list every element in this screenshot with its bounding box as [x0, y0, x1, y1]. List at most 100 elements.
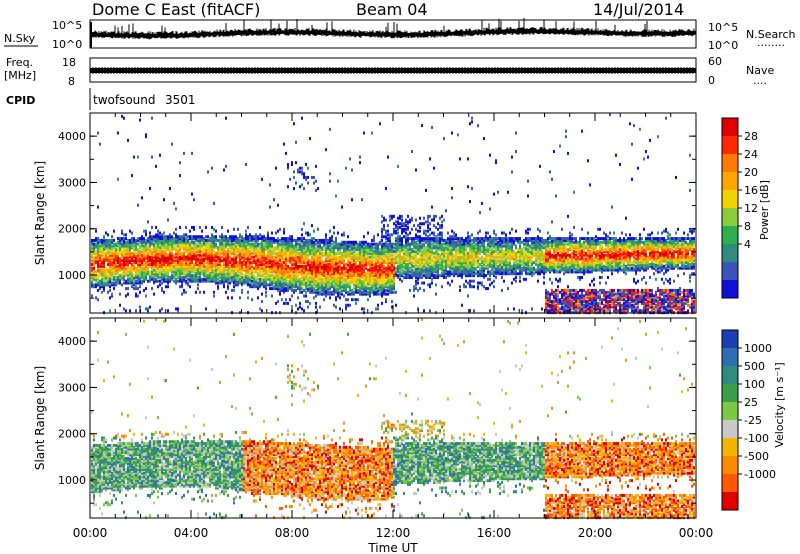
heat-cell	[345, 270, 347, 274]
heat-cell	[119, 238, 121, 242]
heat-cell	[243, 281, 245, 285]
heat-cell	[95, 251, 97, 255]
heat-cell	[241, 257, 243, 261]
heat-cell	[263, 270, 265, 274]
heat-cell	[317, 263, 319, 266]
heat-cell	[239, 248, 241, 252]
heat-cell	[209, 251, 211, 255]
heat-cell	[125, 248, 127, 252]
heat-cell	[163, 279, 165, 283]
heat-cell	[399, 259, 401, 263]
heat-cell	[233, 250, 235, 254]
heat-cell	[185, 268, 187, 272]
heat-cell	[165, 264, 167, 268]
heat-cell	[305, 240, 307, 244]
heat-cell	[363, 268, 365, 272]
heat-cell	[339, 272, 341, 276]
heat-cell	[347, 235, 349, 239]
heat-cell	[107, 248, 109, 252]
heat-cell	[395, 255, 397, 259]
heat-cell	[235, 272, 237, 276]
heat-cell	[91, 238, 93, 242]
heat-cell	[125, 287, 127, 291]
heat-cell	[123, 244, 125, 248]
heat-cell	[301, 259, 303, 263]
heat-cell	[353, 279, 355, 283]
heat-cell	[141, 257, 143, 261]
heat-cell	[293, 175, 295, 179]
heat-cell	[301, 251, 303, 255]
heat-cell	[163, 253, 165, 257]
heat-cell	[389, 233, 391, 237]
heat-cell	[139, 240, 141, 244]
heat-cell	[385, 240, 387, 244]
heat-cell	[359, 244, 361, 248]
heat-cell	[161, 251, 163, 255]
heat-cell	[149, 248, 151, 252]
heat-cell	[123, 248, 125, 252]
heat-cell	[201, 264, 203, 268]
heat-cell	[159, 235, 161, 239]
heat-cell	[147, 255, 149, 259]
heat-cell	[103, 264, 105, 268]
heat-cell	[243, 253, 245, 257]
heat-cell	[317, 290, 319, 294]
heat-cell	[181, 264, 183, 268]
heat-cell	[193, 235, 195, 239]
heat-cell	[127, 248, 129, 252]
heat-cell	[359, 272, 361, 276]
heat-cell	[179, 274, 181, 278]
heat-cell	[283, 285, 285, 289]
heat-cell	[163, 274, 165, 278]
heat-cell	[189, 248, 191, 252]
heat-cell	[205, 272, 207, 276]
heat-cell	[383, 255, 385, 259]
heat-cell	[403, 244, 405, 248]
heat-cell	[95, 238, 97, 242]
heat-cell	[137, 287, 139, 291]
heat-cell	[337, 294, 339, 298]
heat-cell	[279, 277, 281, 281]
heat-cell	[407, 237, 409, 241]
heat-cell	[247, 274, 249, 278]
heat-cell	[287, 244, 289, 248]
heat-cell	[215, 268, 217, 272]
heat-cell	[261, 309, 263, 313]
heat-cell	[267, 242, 269, 246]
heat-cell	[111, 244, 113, 248]
heat-cell	[357, 290, 359, 294]
heat-cell	[307, 257, 309, 261]
heat-cell	[309, 279, 311, 283]
heat-cell	[253, 270, 255, 274]
heat-cell	[177, 309, 179, 313]
heat-cell	[289, 259, 291, 263]
heat-cell	[389, 248, 391, 252]
heat-cell	[309, 250, 311, 254]
heat-cell	[285, 237, 287, 241]
heat-cell	[131, 238, 133, 242]
heat-cell	[265, 270, 267, 274]
heat-cell	[405, 274, 407, 278]
heat-cell	[391, 290, 393, 294]
heat-cell	[133, 281, 135, 285]
heat-cell	[185, 270, 187, 274]
heat-cell	[217, 255, 219, 259]
heat-cell	[127, 266, 129, 270]
heat-cell	[405, 238, 407, 242]
heat-cell	[191, 257, 193, 261]
heat-cell	[325, 294, 327, 298]
cpid-label: CPID	[6, 94, 35, 107]
heat-cell	[313, 251, 315, 255]
heat-cell	[189, 250, 191, 254]
heat-cell	[151, 250, 153, 254]
heat-cell	[295, 244, 297, 248]
heat-cell	[253, 277, 255, 281]
heat-cell	[155, 225, 157, 229]
heat-cell	[361, 251, 363, 255]
heat-cell	[405, 253, 407, 257]
heat-cell	[125, 259, 127, 263]
heat-cell	[125, 244, 127, 248]
heat-cell	[151, 274, 153, 278]
heat-cell	[241, 238, 243, 242]
heat-cell	[409, 237, 411, 241]
